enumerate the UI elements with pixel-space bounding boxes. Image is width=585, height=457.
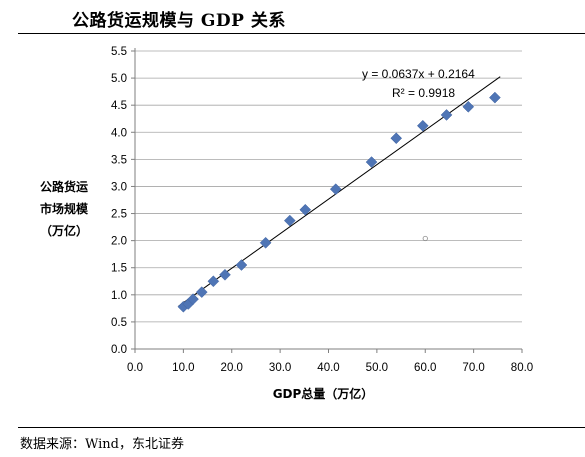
y-tick-labels: 0.0 0.5 1.0 1.5 2.0 2.5 3.0 3.5 4.0 4.5 5.0 5.5	[111, 46, 135, 356]
x-tick-label-6: 60.0	[414, 362, 436, 374]
y-tick-label-8: 4.0	[111, 127, 127, 139]
y-tick-label-1: 0.5	[111, 317, 127, 329]
source-note: 数据来源：Wind，东北证券	[20, 437, 184, 452]
x-axis-title: GDP总量（万亿）	[273, 386, 374, 401]
data-point-13	[416, 119, 429, 132]
title-rule	[18, 33, 585, 34]
x-tick-labels: 0.0 10.0 20.0 30.0 40.0 50.0 60.0 70.0 80.0	[127, 349, 533, 374]
y-tick-label-11: 5.5	[111, 46, 127, 58]
chart-title: 公路货运规模与 GDP 关系	[72, 11, 286, 31]
data-point-12	[390, 132, 403, 145]
data-point-8	[283, 214, 296, 227]
x-tick-label-2: 20.0	[221, 362, 243, 374]
x-tick-label-4: 40.0	[317, 362, 339, 374]
y-tick-label-4: 2.0	[111, 236, 127, 248]
data-point-2	[187, 293, 199, 306]
y-axis-title-line-2: 市场规模	[40, 201, 89, 216]
x-tick-label-5: 50.0	[366, 362, 388, 374]
data-point-5	[219, 268, 231, 281]
data-points	[177, 91, 501, 313]
y-axis-title-line-1: 公路货运	[40, 179, 88, 194]
data-point-4	[207, 275, 220, 288]
x-tick-label-1: 10.0	[172, 362, 194, 374]
data-point-9	[299, 203, 312, 216]
y-tick-label-7: 3.5	[111, 154, 127, 166]
x-tick-label-7: 70.0	[462, 362, 484, 374]
stray-marker-group	[422, 235, 428, 242]
y-axis-title-line-3: （万亿）	[40, 223, 88, 238]
y-tick-label-5: 2.5	[111, 209, 127, 221]
y-tick-label-2: 1.0	[111, 290, 127, 302]
x-tick-label-0: 0.0	[127, 362, 143, 374]
grid-lines	[135, 50, 522, 323]
x-tick-label-8: 80.0	[511, 362, 533, 374]
y-tick-label-9: 4.5	[111, 100, 127, 112]
y-tick-label-0: 0.0	[111, 344, 127, 356]
y-tick-label-3: 1.5	[111, 263, 127, 275]
data-point-7	[259, 236, 272, 249]
y-tick-label-10: 5.0	[111, 73, 127, 85]
footer-rule	[18, 427, 585, 428]
r-squared-label: R² = 0.9918	[392, 86, 455, 100]
y-tick-label-6: 3.0	[111, 181, 127, 193]
x-tick-label-3: 30.0	[269, 362, 291, 374]
data-point-15	[462, 100, 475, 113]
data-point-14	[440, 109, 453, 121]
data-point-10	[329, 183, 342, 196]
stray-marker	[422, 235, 428, 242]
trendline-equation: y = 0.0637x + 0.2164	[362, 67, 475, 81]
data-point-6	[235, 259, 248, 271]
data-point-11	[365, 156, 378, 168]
data-point-16	[489, 91, 501, 104]
data-point-3	[195, 286, 208, 298]
